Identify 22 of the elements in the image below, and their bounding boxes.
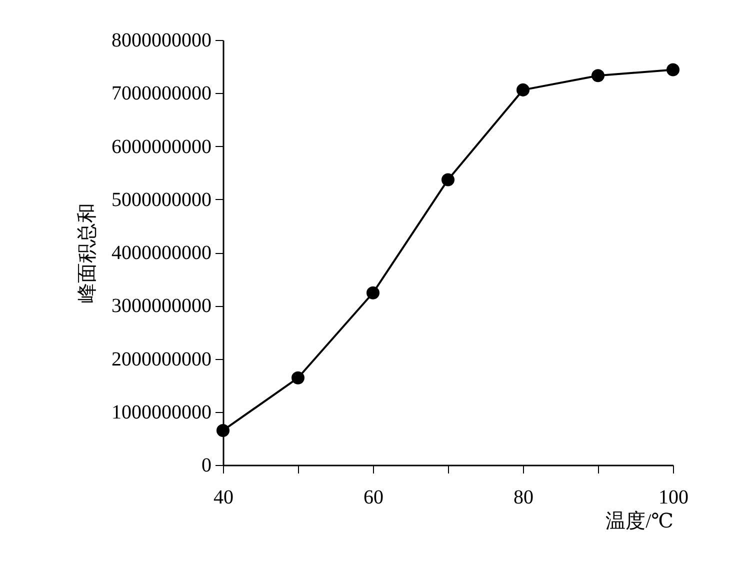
y-tick-label: 0 <box>202 454 212 476</box>
point <box>216 424 230 437</box>
point <box>291 371 305 384</box>
y-tick-label: 5000000000 <box>112 188 212 211</box>
x-axis-title: 温度/℃ <box>606 510 674 532</box>
point <box>591 69 605 82</box>
point <box>441 173 455 186</box>
point <box>516 83 530 96</box>
y-axis-title: 峰面积总和 <box>76 203 98 303</box>
x-tick-label: 100 <box>658 486 688 508</box>
y-tick-label: 2000000000 <box>112 348 212 370</box>
y-tick-label: 8000000000 <box>112 30 212 52</box>
point <box>366 286 380 300</box>
y-tick-label: 3000000000 <box>112 295 212 318</box>
x-tick-label: 40 <box>214 486 234 508</box>
x-tick-label: 80 <box>514 486 534 508</box>
y-tick-label: 1000000000 <box>112 401 212 424</box>
y-tick-label: 4000000000 <box>112 242 212 264</box>
y-tick-label: 7000000000 <box>112 82 212 105</box>
x-tick-label: 60 <box>364 486 384 508</box>
point <box>666 63 680 76</box>
y-tick-label: 6000000000 <box>112 136 212 158</box>
